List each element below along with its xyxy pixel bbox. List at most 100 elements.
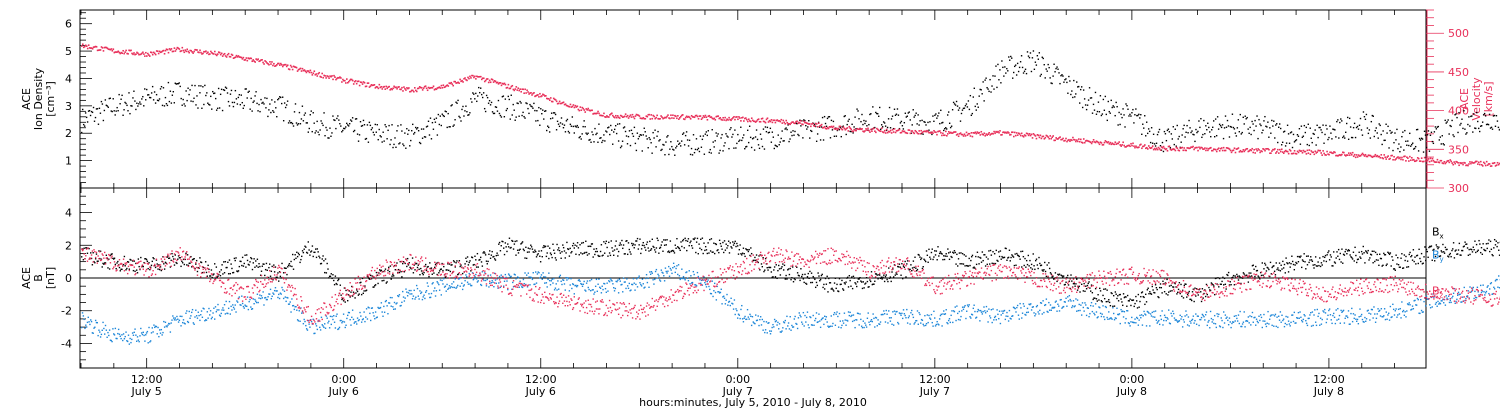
by-point bbox=[275, 287, 276, 288]
density-point bbox=[462, 106, 463, 107]
velocity-point bbox=[1258, 149, 1260, 151]
bx-point bbox=[956, 254, 957, 255]
velocity-point bbox=[1132, 142, 1134, 144]
by-point bbox=[253, 298, 254, 299]
density-point bbox=[545, 110, 546, 111]
density-point bbox=[1155, 145, 1156, 146]
density-point bbox=[581, 133, 582, 134]
density-point bbox=[202, 86, 203, 87]
density-point bbox=[847, 124, 848, 125]
density-point bbox=[645, 131, 646, 132]
by-point bbox=[225, 313, 226, 314]
density-point bbox=[254, 95, 255, 96]
by-point bbox=[242, 303, 243, 304]
velocity-point bbox=[171, 48, 173, 50]
density-point bbox=[1250, 134, 1251, 135]
density-point bbox=[1211, 129, 1212, 130]
bx-point bbox=[1067, 275, 1068, 276]
bx-point bbox=[817, 285, 818, 286]
bx-point bbox=[235, 257, 236, 258]
bx-point bbox=[1453, 242, 1454, 243]
density-point bbox=[90, 115, 91, 116]
density-point bbox=[528, 113, 529, 114]
density-point bbox=[1328, 137, 1329, 138]
bx-point bbox=[522, 241, 523, 242]
bx-point bbox=[97, 260, 98, 261]
bx-point bbox=[838, 291, 839, 292]
velocity-point bbox=[675, 115, 677, 117]
density-point bbox=[1112, 107, 1113, 108]
density-point bbox=[200, 85, 201, 86]
velocity-point bbox=[558, 103, 560, 105]
velocity-point bbox=[559, 101, 561, 103]
velocity-point bbox=[1104, 142, 1106, 144]
velocity-point bbox=[988, 132, 990, 134]
density-point bbox=[1238, 119, 1239, 120]
velocity-point bbox=[1123, 145, 1125, 147]
velocity-point bbox=[909, 129, 911, 131]
density-point bbox=[352, 117, 353, 118]
velocity-point bbox=[867, 128, 869, 130]
by-point bbox=[283, 298, 284, 299]
velocity-point bbox=[886, 129, 888, 131]
density-point bbox=[619, 123, 620, 124]
velocity-point bbox=[1428, 158, 1430, 160]
density-point bbox=[166, 103, 167, 104]
density-point bbox=[1274, 137, 1275, 138]
bx-point bbox=[1285, 257, 1286, 258]
bx-point bbox=[391, 276, 392, 277]
velocity-point bbox=[1253, 149, 1255, 151]
velocity-point bbox=[82, 43, 84, 45]
velocity-point bbox=[135, 53, 137, 55]
density-point bbox=[831, 120, 832, 121]
bx-point bbox=[1208, 287, 1209, 288]
velocity-point bbox=[1357, 156, 1359, 158]
density-point bbox=[615, 125, 616, 126]
bx-point bbox=[1305, 268, 1306, 269]
by-point bbox=[194, 316, 195, 317]
velocity-point bbox=[958, 135, 960, 137]
density-point bbox=[648, 137, 649, 138]
bx-point bbox=[849, 280, 850, 281]
by-point bbox=[118, 329, 119, 330]
by-point bbox=[247, 296, 248, 297]
density-point bbox=[793, 134, 794, 135]
density-point bbox=[246, 88, 247, 89]
bx-point bbox=[649, 241, 650, 242]
density-point bbox=[233, 106, 234, 107]
bx-point bbox=[857, 281, 858, 282]
bx-point bbox=[264, 275, 265, 276]
bx-point bbox=[991, 254, 992, 255]
bx-point bbox=[915, 267, 916, 268]
bx-point bbox=[754, 257, 755, 258]
bx-point bbox=[602, 255, 603, 256]
velocity-point bbox=[572, 106, 574, 108]
velocity-point bbox=[388, 86, 390, 88]
bx-point bbox=[1324, 257, 1325, 258]
bx-point bbox=[325, 258, 326, 259]
density-point bbox=[1497, 120, 1498, 121]
density-point bbox=[1080, 89, 1081, 90]
velocity-point bbox=[1429, 161, 1431, 163]
density-point bbox=[655, 146, 656, 147]
by-point bbox=[259, 294, 260, 295]
bx-point bbox=[863, 287, 864, 288]
velocity-point bbox=[1353, 155, 1355, 157]
bx-point bbox=[1024, 265, 1025, 266]
density-point bbox=[904, 122, 905, 123]
velocity-point bbox=[1140, 144, 1142, 146]
density-point bbox=[86, 117, 87, 118]
density-point bbox=[1335, 136, 1336, 137]
bx-point bbox=[428, 276, 429, 277]
velocity-point bbox=[1321, 154, 1323, 156]
velocity-axis-label: [km/s] bbox=[1482, 81, 1495, 116]
bx-point bbox=[712, 251, 713, 252]
density-point bbox=[192, 101, 193, 102]
density-point bbox=[1465, 133, 1466, 134]
bx-point bbox=[1445, 247, 1446, 248]
density-point bbox=[137, 105, 138, 106]
density-point bbox=[763, 128, 764, 129]
bx-point bbox=[280, 276, 281, 277]
bx-point bbox=[1382, 265, 1383, 266]
bx-point bbox=[1010, 257, 1011, 258]
